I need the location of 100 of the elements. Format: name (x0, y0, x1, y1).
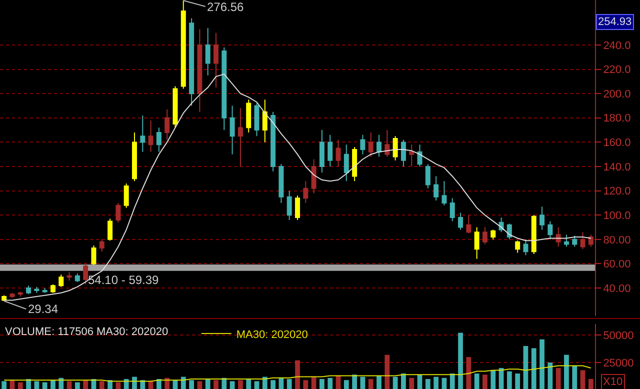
band-label: 54.10 - 59.39 (88, 273, 160, 287)
candlestick (164, 108, 170, 140)
candlestick (238, 108, 243, 168)
candlestick (180, 0, 186, 90)
candlestick (197, 28, 202, 112)
candlestick (400, 139, 406, 168)
candlestick (222, 46, 227, 131)
annotation: 276.56 (207, 0, 244, 14)
bar (392, 376, 398, 389)
bar (368, 379, 374, 389)
candlestick (42, 288, 48, 294)
candlestick (531, 214, 536, 255)
y-tick-label: 200.0 (603, 88, 631, 100)
bar (18, 382, 23, 389)
y-tick-label: 240.0 (603, 40, 631, 52)
candlestick (124, 183, 129, 208)
y-tick-label: 60.00 (603, 258, 631, 271)
bar (116, 382, 121, 389)
bar (450, 374, 455, 389)
candlestick (91, 245, 96, 266)
bar (515, 374, 520, 389)
candlestick (18, 291, 23, 298)
bar (303, 380, 308, 389)
bar (580, 370, 586, 389)
candlestick (34, 286, 40, 294)
candlestick (311, 158, 316, 194)
bar (328, 378, 333, 389)
annotation: VOLUME: 117506 MA30: 202020 (5, 326, 168, 338)
bar (320, 379, 324, 389)
legend-label: MA30: 202020 (236, 328, 308, 341)
bar (523, 346, 528, 389)
bar (42, 382, 48, 389)
candlestick (515, 240, 520, 254)
y-tick-label: 100.0 (603, 210, 631, 222)
candlestick (286, 190, 292, 220)
candlestick (409, 144, 414, 168)
candlestick (360, 134, 366, 155)
bar (66, 381, 72, 389)
bar (474, 374, 480, 389)
y-tick-label: 40.00 (603, 282, 631, 295)
candlestick (376, 134, 382, 158)
candlestick (205, 27, 210, 76)
bar (230, 381, 235, 389)
candlestick (230, 105, 235, 155)
candlestick (344, 144, 349, 182)
bar (490, 370, 496, 389)
bar (34, 381, 40, 389)
candlestick (116, 202, 121, 223)
bar (482, 374, 488, 389)
candlestick (482, 226, 488, 245)
bar (270, 380, 276, 389)
candlestick (99, 238, 104, 252)
y-tick-label: 160.0 (603, 137, 631, 150)
bar (124, 379, 129, 389)
bar (50, 380, 56, 389)
bar (164, 378, 170, 389)
bar (2, 381, 7, 389)
bar (352, 374, 357, 389)
candlestick (540, 206, 545, 230)
y-tick-label: 25000 (603, 357, 634, 370)
candlestick (270, 111, 276, 172)
candlestick (392, 136, 398, 161)
bar (83, 380, 88, 389)
candlestick (564, 234, 569, 248)
candlestick (295, 195, 300, 220)
y-tick-label: 220.0 (603, 64, 631, 76)
candlestick (474, 226, 480, 260)
y-tick-label: 50000 (603, 330, 634, 342)
bar (401, 374, 406, 389)
bar (344, 380, 349, 389)
candlestick (303, 180, 308, 204)
candlestick (172, 86, 178, 128)
y-tick-label: 140.0 (603, 161, 631, 174)
candlestick (140, 114, 146, 152)
line-series (4, 365, 592, 382)
candlestick (50, 284, 56, 294)
bar (286, 379, 292, 389)
bar (466, 357, 472, 389)
bar (156, 379, 162, 389)
candlestick (425, 164, 430, 189)
bar (74, 382, 80, 389)
bar (246, 379, 252, 389)
candlestick (434, 176, 439, 202)
bar (311, 376, 316, 389)
bar (425, 379, 430, 389)
candlestick (490, 229, 496, 240)
bar (254, 381, 260, 389)
candlestick (523, 238, 528, 256)
bar (238, 380, 243, 389)
y-tick-label: 180.0 (603, 112, 631, 125)
candlestick (580, 232, 586, 250)
candlestick (83, 263, 88, 285)
bar (564, 354, 569, 389)
bar (556, 368, 561, 389)
candlestick (189, 18, 194, 106)
bar (26, 379, 31, 389)
candlestick (156, 127, 162, 152)
candlestick (450, 198, 455, 222)
bar (180, 376, 186, 389)
candlestick (108, 218, 113, 242)
